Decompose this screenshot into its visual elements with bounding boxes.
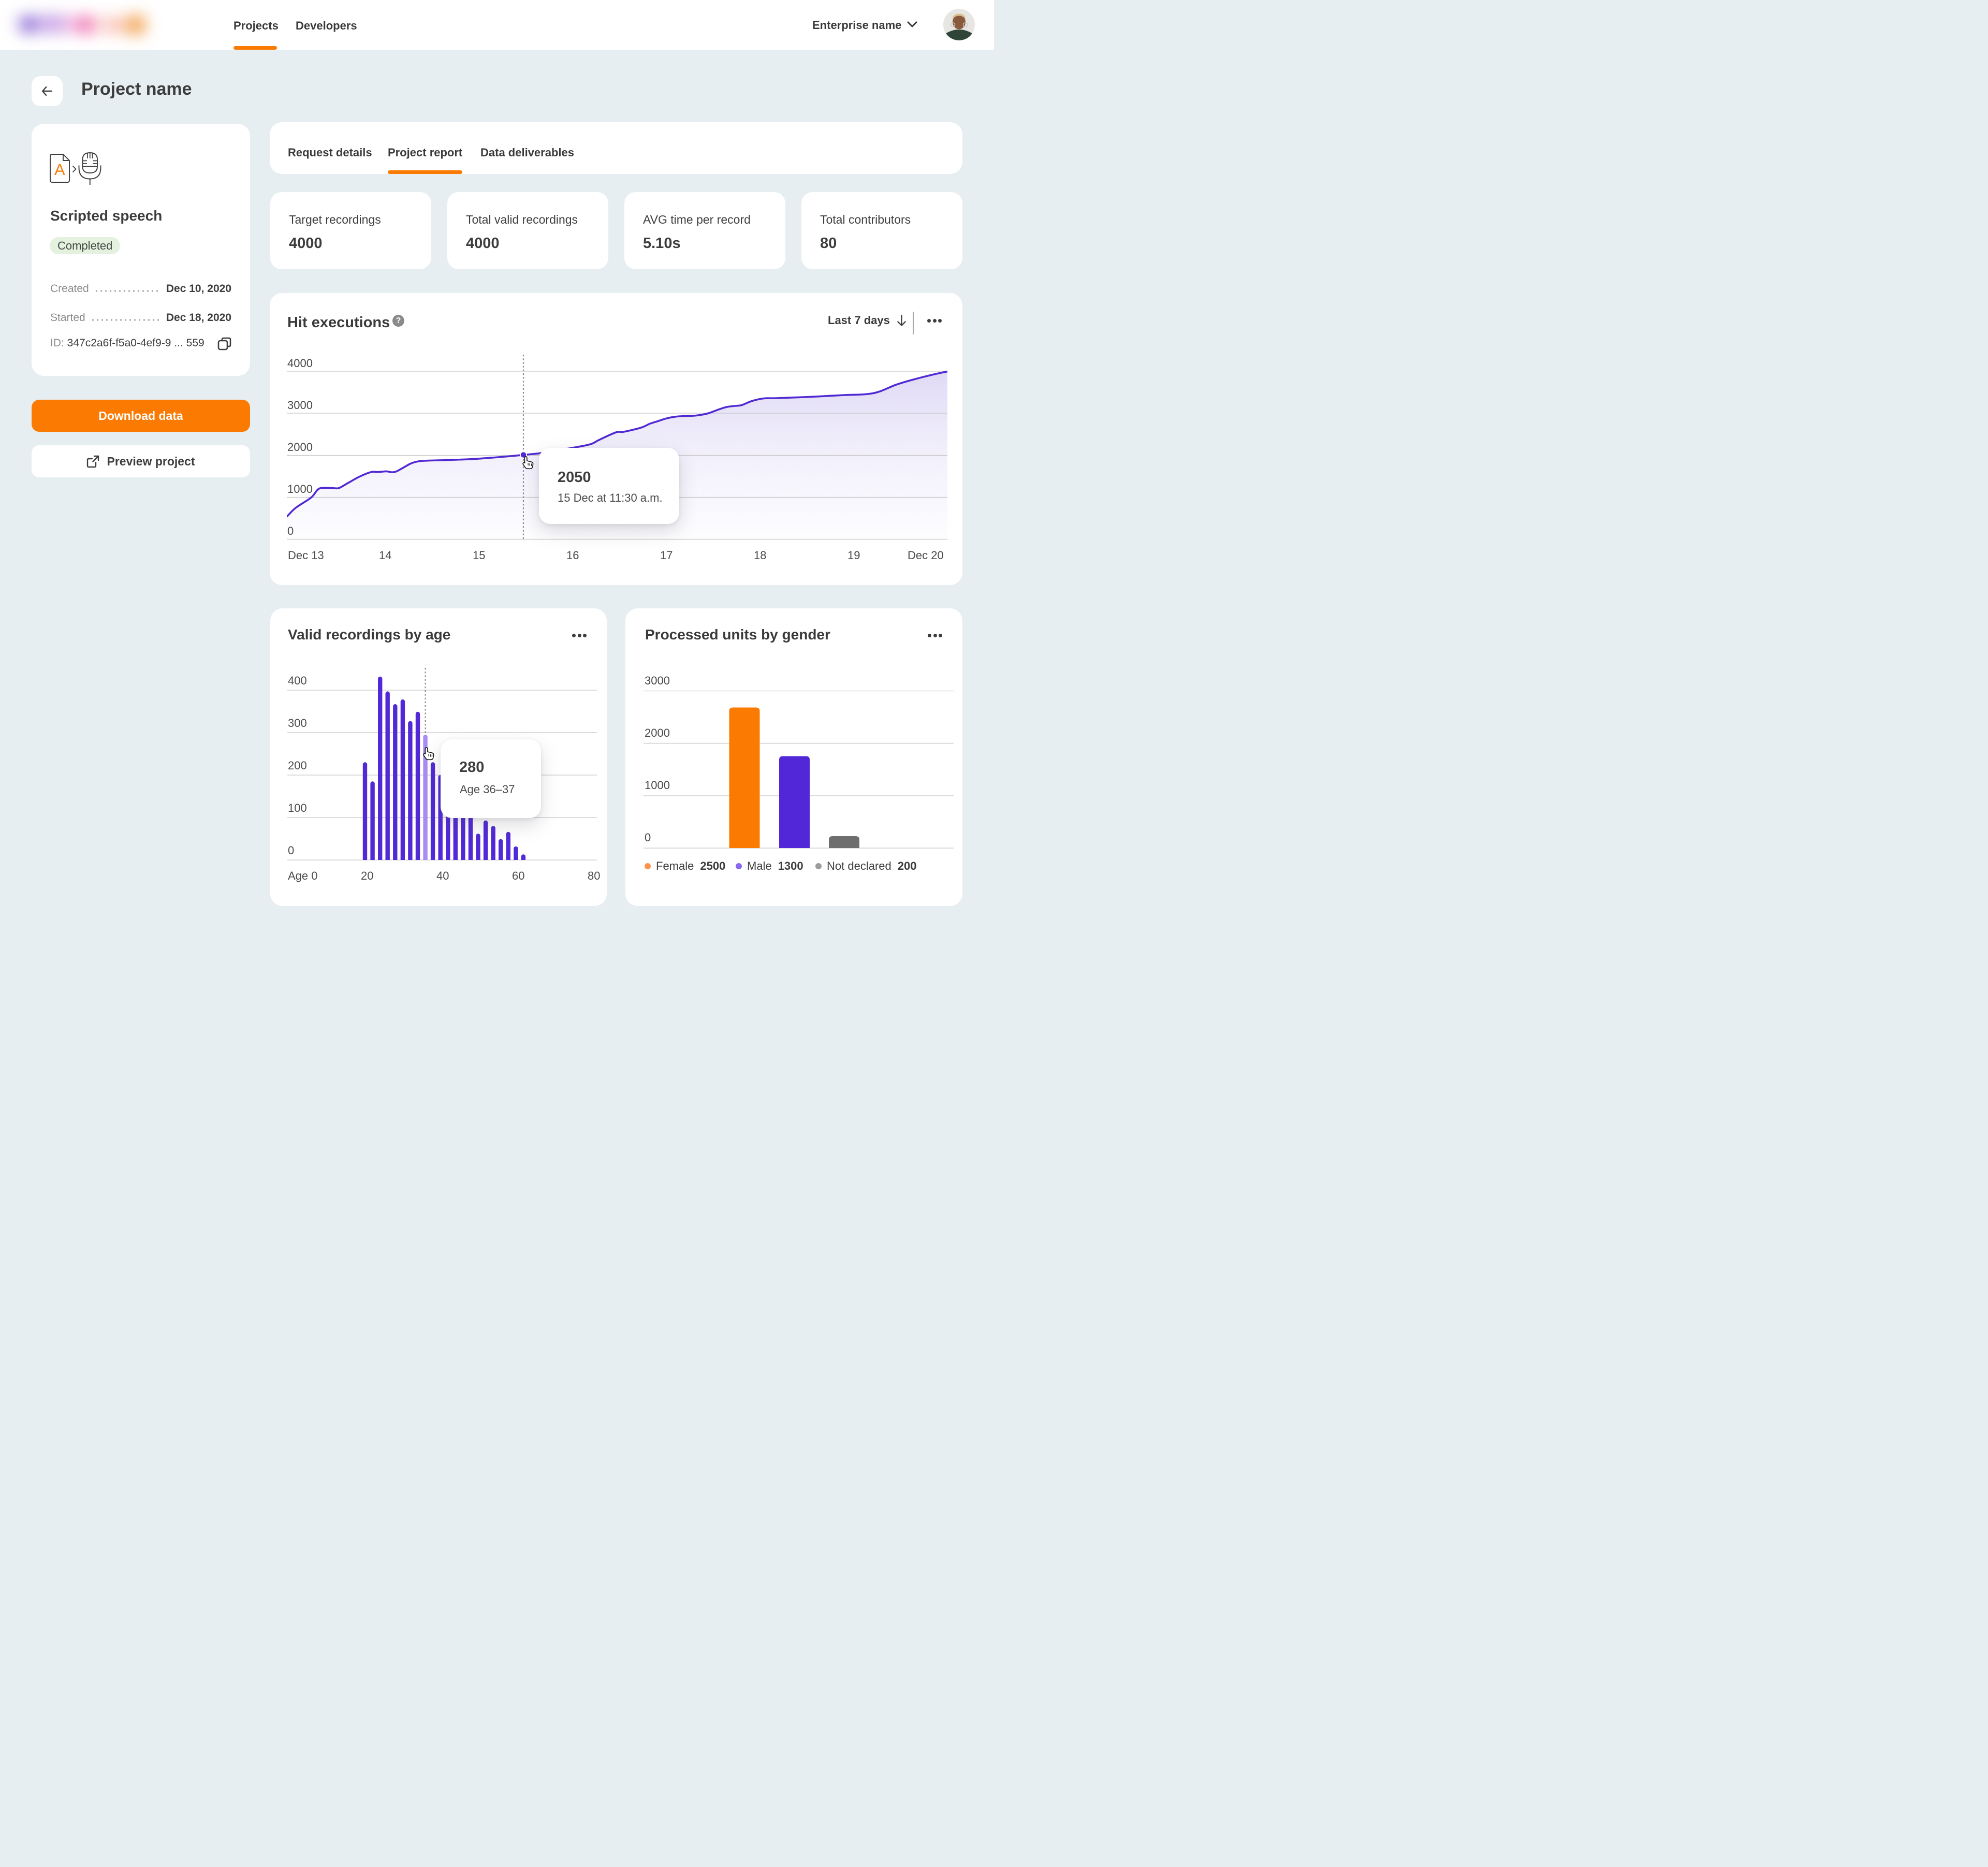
svg-text:A: A [54,161,65,179]
